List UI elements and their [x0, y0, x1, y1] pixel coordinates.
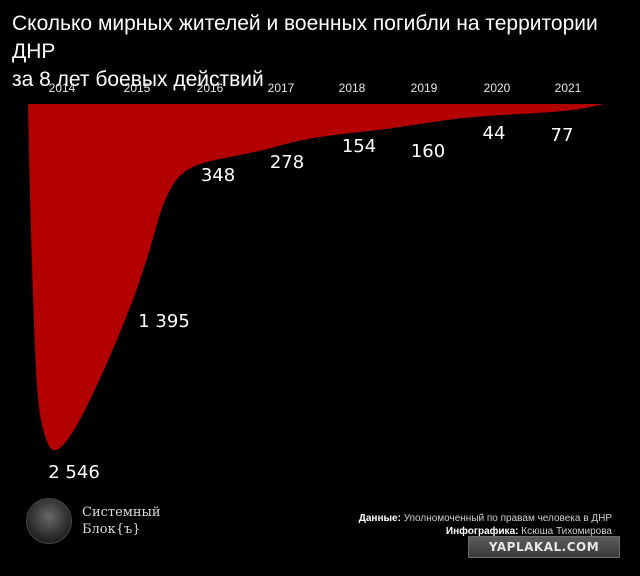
value-label-2017: 278 [270, 152, 304, 173]
avatar [26, 498, 72, 544]
year-label-2015: 2015 [124, 81, 151, 95]
year-axis: 2014 2015 2016 2017 2018 2019 2020 2021 [49, 81, 582, 95]
credits-graphics-label: Инфографика: [445, 526, 519, 537]
credits-data-value: Уполномоченный по правам человека в ДНР [403, 513, 612, 524]
chart-title: Сколько мирных жителей и военных погибли… [12, 10, 628, 94]
value-label-2019: 160 [411, 141, 445, 162]
value-labels: 2 546 1 395 348 278 154 160 44 77 [48, 123, 573, 483]
value-label-2015: 1 395 [138, 311, 190, 332]
credits: Данные: Уполномоченный по правам человек… [359, 512, 612, 538]
title-line-1: Сколько мирных жителей и военных погибли… [12, 12, 598, 63]
year-label-2016: 2016 [197, 81, 224, 95]
credits-graphics-value: Ксюша Тихомирова [521, 526, 612, 537]
title-line-2: за 8 лет боевых действий [12, 68, 264, 91]
watermark: YAPLAKAL.COM [468, 536, 620, 558]
value-label-2020: 44 [483, 123, 506, 144]
year-label-2020: 2020 [484, 81, 511, 95]
value-label-2021: 77 [551, 125, 574, 146]
credits-graphics-line: Инфографика: Ксюша Тихомирова [359, 525, 612, 538]
brand-logo: Системный Блок{ъ} [26, 498, 161, 544]
year-label-2017: 2017 [268, 81, 295, 95]
brand-line-1: Системный [82, 505, 161, 520]
brand-name: Системный Блок{ъ} [82, 504, 161, 538]
credits-data-label: Данные: [358, 513, 401, 524]
year-label-2019: 2019 [411, 81, 438, 95]
brand-line-2: Блок{ъ} [82, 522, 141, 537]
value-label-2016: 348 [201, 165, 235, 186]
casualties-area [28, 104, 604, 451]
value-label-2014: 2 546 [48, 462, 100, 483]
year-label-2021: 2021 [555, 81, 582, 95]
year-label-2014: 2014 [49, 81, 76, 95]
value-label-2018: 154 [342, 136, 376, 157]
credits-data-line: Данные: Уполномоченный по правам человек… [359, 512, 612, 525]
year-label-2018: 2018 [339, 81, 366, 95]
